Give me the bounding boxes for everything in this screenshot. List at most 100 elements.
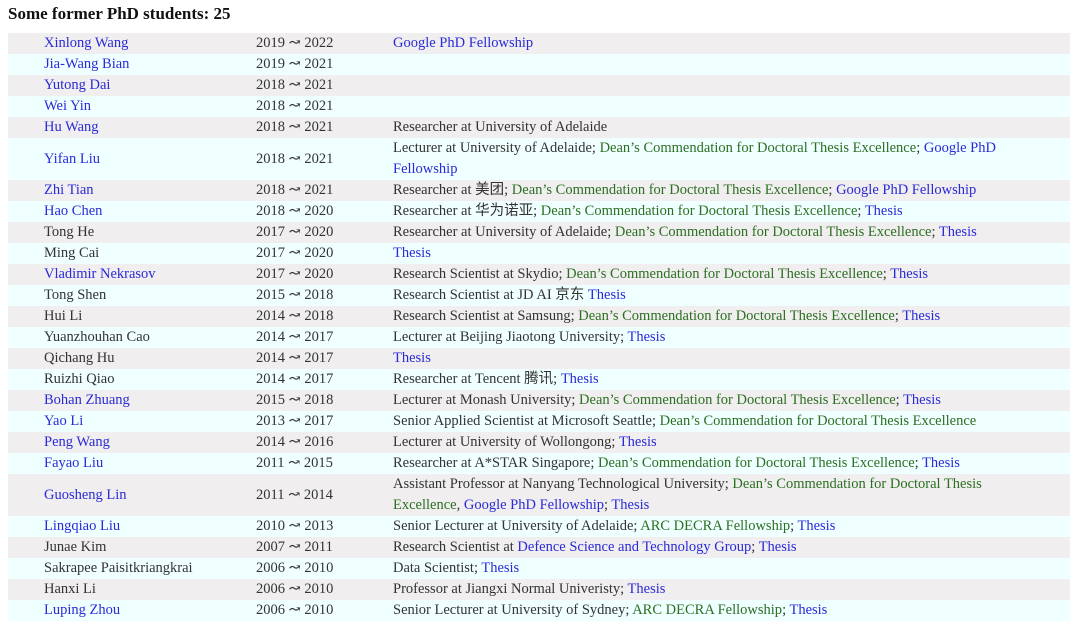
description-text: ; <box>916 140 924 156</box>
student-name: Tong Shen <box>44 287 107 303</box>
thesis-link[interactable]: Thesis <box>393 245 431 261</box>
years: 2017 ↝ 2020 <box>256 266 334 282</box>
description-text: Researcher at University of Adelaide; <box>393 224 615 240</box>
student-name-link[interactable]: Jia-Wang Bian <box>44 56 130 72</box>
student-row: Fayao Liu 2011 ↝ 2015 Researcher at A*STAR… <box>8 453 1070 474</box>
student-row: Jia-Wang Bian 2019 ↝ 2021 <box>8 54 1070 75</box>
student-name: Sakrapee Paisitkriangkrai <box>44 560 193 576</box>
student-name-link[interactable]: Lingqiao Liu <box>44 518 121 534</box>
description-text: Lecturer at University of Adelaide; <box>393 140 600 156</box>
description-text: Senior Lecturer at University of Sydney; <box>393 602 633 618</box>
student-name-link[interactable]: Luping Zhou <box>44 602 121 618</box>
description <box>393 75 1070 96</box>
description-text: Lecturer at Beijing Jiaotong University; <box>393 329 628 345</box>
award-text: Dean’s Commendation for Doctoral Thesis … <box>393 476 982 513</box>
thesis-link[interactable]: Thesis <box>560 371 599 387</box>
award-text: Dean’s Commendation for Doctoral Thesis … <box>659 413 977 429</box>
student-name-link[interactable]: Hu Wang <box>44 119 99 135</box>
thesis-link[interactable]: Thesis <box>611 497 650 513</box>
student-name-link[interactable]: Zhi Tian <box>44 182 94 198</box>
thesis-link[interactable]: Thesis <box>393 350 431 366</box>
award-text: Dean’s Commendation for Doctoral Thesis … <box>579 392 896 408</box>
student-name-link[interactable]: Fayao Liu <box>44 455 104 471</box>
years: 2018 ↝ 2021 <box>256 150 334 167</box>
description-text: ; <box>894 308 903 324</box>
link[interactable]: Google PhD Fellowship <box>393 35 534 51</box>
thesis-link[interactable]: Thesis <box>902 308 941 324</box>
years: 2007 ↝ 2011 <box>256 539 333 555</box>
thesis-link[interactable]: Thesis <box>938 224 977 240</box>
student-name-link[interactable]: Peng Wang <box>44 434 110 450</box>
name-cell: Zhi Tian <box>8 180 256 201</box>
thesis-link[interactable]: Thesis <box>758 539 797 555</box>
student-row: Ruizhi Qiao 2014 ↝ 2017 Researcher at Tenc… <box>8 369 1070 390</box>
student-name-link[interactable]: Guosheng Lin <box>44 486 127 503</box>
link[interactable]: Google PhD Fellowship <box>463 497 605 513</box>
years: 2015 ↝ 2018 <box>256 287 334 303</box>
years: 2014 ↝ 2018 <box>256 308 334 324</box>
description <box>393 96 1070 117</box>
student-name: Junae Kim <box>44 539 107 555</box>
student-name-link[interactable]: Yutong Dai <box>44 77 111 93</box>
student-name-link[interactable]: Yifan Liu <box>44 150 100 167</box>
student-row: Vladimir Nekrasov 2017 ↝ 2020 Research Sci… <box>8 264 1070 285</box>
name-cell: Lingqiao Liu <box>8 516 256 537</box>
years: 2006 ↝ 2010 <box>256 602 334 618</box>
student-name: Hui Li <box>44 308 83 324</box>
award-text: ARC DECRA Fellowship <box>632 602 783 618</box>
description: Researcher at University of Adelaide; De… <box>393 222 1070 243</box>
description-text: Lecturer at University of Wollongong; <box>393 434 619 450</box>
student-name-link[interactable]: Hao Chen <box>44 203 103 219</box>
student-name: Yuanzhouhan Cao <box>44 329 150 345</box>
years: 2017 ↝ 2020 <box>256 224 334 240</box>
name-cell: Vladimir Nekrasov <box>8 264 256 285</box>
name-cell: Yutong Dai <box>8 75 256 96</box>
student-row: Luping Zhou 2006 ↝ 2010 Senior Lecturer at… <box>8 600 1070 621</box>
description: Lecturer at Beijing Jiaotong University;… <box>393 327 1070 348</box>
student-name-link[interactable]: Vladimir Nekrasov <box>44 266 156 282</box>
name-cell: Junae Kim <box>8 537 256 558</box>
name-cell: Jia-Wang Bian <box>8 54 256 75</box>
student-row: Yao Li 2013 ↝ 2017 Senior Applied Scientis… <box>8 411 1070 432</box>
link[interactable]: Google PhD Fellowship <box>393 140 996 177</box>
years: 2018 ↝ 2021 <box>256 77 334 93</box>
thesis-link[interactable]: Thesis <box>627 581 666 597</box>
description: Lecturer at University of Adelaide; Dean… <box>393 138 1070 180</box>
description-text: Researcher at A*STAR Singapore; <box>393 455 599 471</box>
description: Lecturer at University of Wollongong; Th… <box>393 432 1070 453</box>
student-name-link[interactable]: Bohan Zhuang <box>44 392 130 408</box>
thesis-link[interactable]: Thesis <box>627 329 666 345</box>
description: Assistant Professor at Nanyang Technolog… <box>393 474 1070 516</box>
student-row: Bohan Zhuang 2015 ↝ 2018 Lecturer at Monas… <box>8 390 1070 411</box>
student-row: Tong He 2017 ↝ 2020 Researcher at Universi… <box>8 222 1070 243</box>
student-row: Yutong Dai 2018 ↝ 2021 <box>8 75 1070 96</box>
description-text: ; <box>751 539 759 555</box>
thesis-link[interactable]: Thesis <box>903 392 941 408</box>
thesis-link[interactable]: Thesis <box>587 287 626 303</box>
years: 2010 ↝ 2013 <box>256 518 334 534</box>
link[interactable]: Defence Science and Technology Group <box>517 539 752 555</box>
link[interactable]: Google PhD Fellowship <box>836 182 977 198</box>
description-text: ; <box>882 266 891 282</box>
thesis-link[interactable]: Thesis <box>864 203 903 219</box>
years: 2006 ↝ 2010 <box>256 581 334 597</box>
description: Researcher at University of Adelaide <box>393 117 1070 138</box>
description: Research Scientist at JD AI 京东 Thesis <box>393 285 1070 306</box>
thesis-link[interactable]: Thesis <box>789 602 828 618</box>
thesis-link[interactable]: Thesis <box>618 434 657 450</box>
thesis-link[interactable]: Thesis <box>797 518 836 534</box>
years: 2018 ↝ 2021 <box>256 119 334 135</box>
thesis-link[interactable]: Thesis <box>922 455 960 471</box>
student-name-link[interactable]: Wei Yin <box>44 98 92 114</box>
student-row: Qichang Hu 2014 ↝ 2017 Thesis <box>8 348 1070 369</box>
student-name-link[interactable]: Xinlong Wang <box>44 35 129 51</box>
page-title: Some former PhD students: 25 <box>8 4 231 23</box>
student-name-link[interactable]: Yao Li <box>44 413 84 429</box>
thesis-link[interactable]: Thesis <box>481 560 520 576</box>
years: 2018 ↝ 2020 <box>256 203 334 219</box>
description: Lecturer at Monash University; Dean’s Co… <box>393 390 1070 411</box>
description: Research Scientist at Samsung; Dean’s Co… <box>393 306 1070 327</box>
name-cell: Guosheng Lin <box>8 474 256 516</box>
description: Researcher at A*STAR Singapore; Dean’s C… <box>393 453 1070 474</box>
thesis-link[interactable]: Thesis <box>890 266 929 282</box>
